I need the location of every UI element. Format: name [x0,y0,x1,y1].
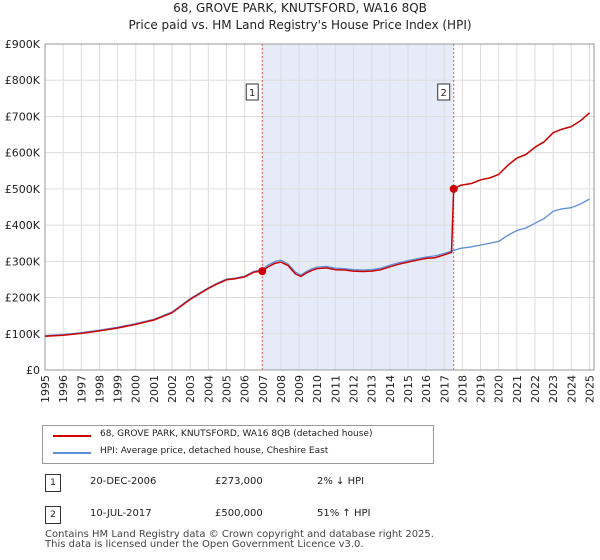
x-tick-label: 1995 [39,375,52,403]
x-tick-label: 2005 [220,375,233,403]
x-tick-label: 2024 [565,375,578,403]
y-tick-label: £500K [5,183,41,196]
x-tick-label: 2006 [239,375,252,403]
transaction-row: 1 20-DEC-2006 £273,000 2% ↓ HPI [45,474,585,494]
y-tick-label: £100K [5,328,41,341]
sale-point [258,267,267,276]
y-tick-label: £800K [5,74,41,87]
sale-label: 2 [441,88,447,99]
x-tick-label: 2004 [202,375,215,403]
legend-item-hpi: HPI: Average price, detached house, Ches… [43,445,433,461]
x-tick-label: 2009 [293,375,306,403]
legend-label-hpi: HPI: Average price, detached house, Ches… [100,446,329,456]
transaction-marker: 1 [45,474,61,492]
x-tick-label: 2003 [184,375,197,403]
chart-title: 68, GROVE PARK, KNUTSFORD, WA16 8QB [173,1,427,15]
transaction-date: 10-JUL-2017 [90,508,152,519]
sale-point [449,184,458,193]
property-price-line [44,112,590,338]
transaction-hpi-diff: 2% ↓ HPI [317,476,365,487]
transaction-date: 20-DEC-2006 [90,476,157,487]
x-tick-label: 2010 [311,375,324,403]
x-tick-label: 2015 [402,375,415,403]
x-tick-label: 2008 [275,375,288,403]
price-chart: £0 £100K £200K £300K £400K £500K £600K £700K £80… [5,38,597,403]
y-tick-label: £0 [26,364,40,377]
legend-item-property: 68, GROVE PARK, KNUTSFORD, WA16 8QB (det… [43,428,433,444]
plot-frame [44,43,595,371]
legend-swatch-hpi [53,452,91,454]
chart-subtitle: Price paid vs. HM Land Registry's House … [128,18,472,32]
x-tick-label: 2007 [257,375,270,403]
legend-swatch-property [53,435,91,437]
x-tick-label: 2022 [529,375,542,403]
x-tick-label: 1999 [112,375,125,403]
x-tick-label: 2002 [166,375,179,403]
transaction-price: £273,000 [215,476,263,487]
y-tick-label: £300K [5,255,41,268]
x-tick-label: 2000 [130,375,143,403]
x-tick-label: 1998 [93,375,106,403]
x-tick-label: 2018 [456,375,469,403]
y-tick-label: £400K [5,219,41,232]
x-tick-label: 2025 [583,375,596,403]
legend: 68, GROVE PARK, KNUTSFORD, WA16 8QB (det… [42,425,434,464]
footer-license: This data is licensed under the Open Gov… [45,539,364,550]
y-tick-label: £700K [5,110,41,123]
y-tick-label: £200K [5,292,41,305]
x-tick-label: 2001 [148,375,161,403]
x-tick-label: 2023 [547,375,560,403]
x-tick-label: 2013 [366,375,379,403]
shaded-period [262,44,454,370]
transaction-marker: 2 [45,506,61,524]
x-tick-label: 2017 [438,375,451,403]
sale-label-box [245,83,259,101]
x-tick-label: 1996 [57,375,70,403]
x-tick-label: 2019 [475,375,488,403]
transaction-hpi-diff: 51% ↑ HPI [317,508,371,519]
sale-label-box [437,83,451,101]
footer: Contains HM Land Registry data © Crown c… [45,530,434,550]
x-tick-label: 2020 [493,375,506,403]
transaction-price: £500,000 [215,508,263,519]
legend-label-property: 68, GROVE PARK, KNUTSFORD, WA16 8QB (det… [100,429,373,439]
y-tick-label: £600K [5,147,41,160]
sale-label: 1 [249,88,255,99]
x-tick-label: 2014 [384,375,397,403]
y-tick-label: £900K [5,38,41,51]
x-tick-label: 2011 [329,375,342,403]
x-tick-label: 2016 [420,375,433,403]
x-tick-label: 2021 [511,375,524,403]
x-tick-label: 2012 [348,375,361,403]
footer-copyright: Contains HM Land Registry data © Crown c… [45,529,434,540]
transaction-row: 2 10-JUL-2017 £500,000 51% ↑ HPI [45,506,585,526]
x-tick-label: 1997 [75,375,88,403]
